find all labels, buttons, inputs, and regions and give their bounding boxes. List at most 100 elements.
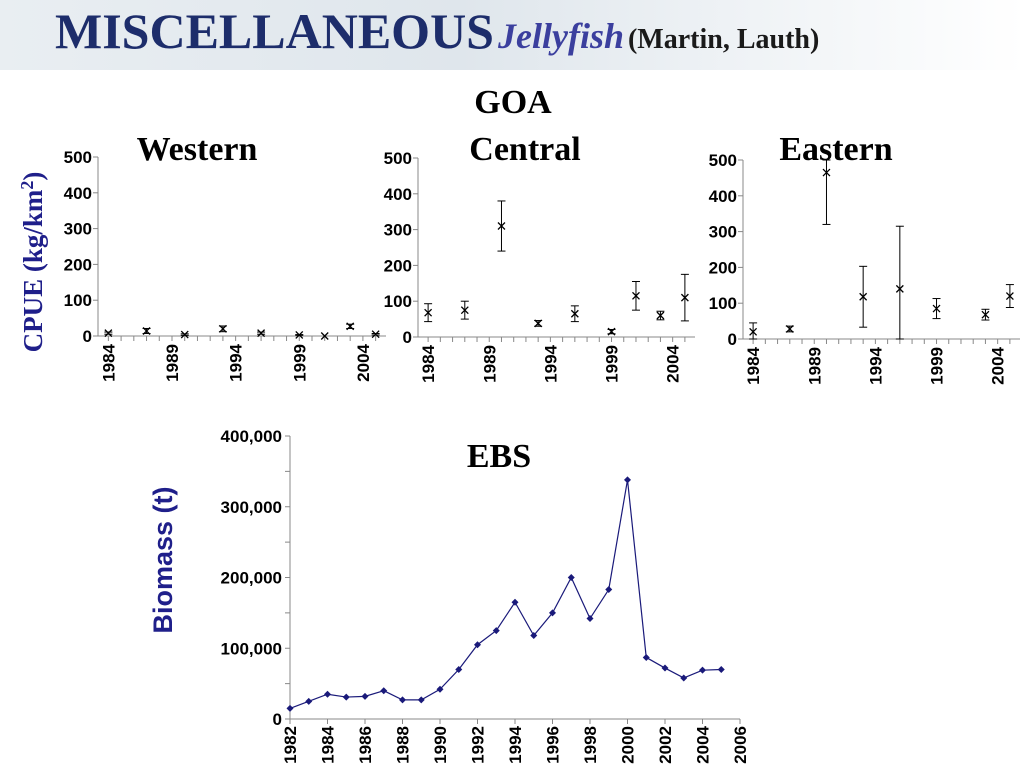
x-tick-label: 1982 [281, 726, 300, 764]
x-marker [424, 308, 433, 317]
y-tick-label: 300 [709, 223, 737, 242]
data-point [661, 664, 669, 672]
data-point [717, 665, 725, 673]
y-tick-label: 500 [384, 149, 412, 168]
y-tick-label: 200,000 [221, 569, 282, 588]
data-point [346, 322, 355, 331]
x-marker [680, 293, 689, 302]
data-point [642, 653, 650, 661]
x-marker [1005, 292, 1014, 300]
y-tick-label: 100,000 [221, 639, 282, 658]
data-point [180, 330, 189, 339]
x-tick-label: 1984 [419, 344, 438, 382]
title-banner [0, 0, 1024, 70]
data-point [142, 327, 151, 335]
data-point [981, 308, 990, 321]
data-point [436, 685, 444, 693]
x-marker [295, 330, 304, 339]
x-tick-label: 1989 [805, 347, 824, 385]
x-marker [218, 324, 227, 333]
x-marker [180, 330, 189, 339]
data-point [631, 281, 640, 311]
y-tick-label: 400 [64, 184, 92, 203]
x-marker [859, 292, 868, 301]
data-point [785, 325, 794, 333]
x-tick-label: 1988 [394, 726, 413, 764]
data-point [749, 322, 758, 340]
data-point [218, 324, 227, 333]
title-authors: (Martin, Lauth) [627, 24, 820, 55]
chart-title: Eastern [779, 131, 892, 168]
chart-title: Central [469, 131, 580, 168]
x-tick-label: 2006 [731, 726, 750, 764]
data-point [417, 696, 425, 704]
data-point [424, 303, 433, 323]
y-tick-label: 100 [64, 291, 92, 310]
data-point [320, 332, 329, 340]
x-tick-label: 1986 [356, 726, 375, 764]
x-tick-label: 1984 [99, 343, 118, 381]
x-marker [104, 329, 113, 338]
data-point [530, 632, 538, 640]
y-tick-label: 100 [709, 294, 737, 313]
x-marker [656, 311, 665, 320]
x-tick-label: 1984 [319, 725, 338, 763]
x-tick-label: 1992 [469, 726, 488, 764]
data-point [380, 687, 388, 695]
chart-title: EBS [467, 438, 531, 475]
data-point [324, 690, 331, 698]
x-tick-label: 1984 [744, 346, 763, 384]
x-tick-label: 2004 [989, 346, 1008, 384]
data-point [286, 704, 294, 712]
data-point [586, 615, 594, 623]
x-tick-label: 1999 [290, 344, 309, 382]
x-tick-label: 1989 [163, 344, 182, 382]
x-marker [932, 304, 941, 313]
data-point [371, 330, 380, 339]
x-marker [346, 322, 355, 331]
x-tick-label: 2002 [656, 726, 675, 764]
data-point [511, 598, 519, 606]
x-marker [320, 332, 329, 340]
x-marker [822, 168, 831, 177]
x-tick-label: 1999 [928, 347, 947, 385]
x-tick-label: 1994 [227, 343, 246, 381]
data-point [680, 674, 688, 682]
data-point [570, 305, 579, 323]
x-marker [981, 310, 990, 319]
data-point [305, 697, 313, 705]
data-point [624, 476, 631, 484]
data-point [895, 225, 904, 340]
chart-title: Western [137, 131, 258, 168]
data-point [822, 159, 831, 225]
x-tick-label: 1989 [480, 345, 499, 383]
x-tick-label: 2004 [354, 343, 373, 381]
data-point [492, 627, 500, 635]
x-marker [895, 284, 904, 293]
y-tick-label: 300 [64, 220, 92, 239]
x-tick-label: 1996 [544, 726, 563, 764]
y-tick-label: 400,000 [221, 427, 282, 446]
title-species: Jellyfish [498, 16, 624, 56]
y-tick-label: 400 [384, 185, 412, 204]
series-line [289, 479, 722, 709]
title-main: MISCELLANEOUS [55, 3, 494, 59]
x-marker [607, 327, 616, 336]
x-marker [142, 327, 151, 335]
chart-western: Western 500 400 300 200 100 0 1984 1989 1994 1999 2… [64, 131, 386, 382]
data-point [567, 574, 575, 581]
y-tick-label: 500 [709, 151, 737, 170]
x-marker [497, 222, 506, 230]
data-point [361, 692, 369, 700]
data-point [295, 330, 304, 339]
x-marker [371, 330, 380, 339]
y-tick-label: 300 [384, 221, 412, 240]
y-tick-label: 200 [384, 256, 412, 275]
y-tick-label: 400 [709, 187, 737, 206]
y-axis-label: Biomass (t) [148, 486, 178, 633]
y-tick-label: 0 [83, 327, 92, 346]
x-tick-label: 2000 [619, 726, 638, 764]
y-tick-label: 200 [64, 255, 92, 274]
goa-y-axis-label: CPUE (kg/km2) [17, 172, 48, 353]
